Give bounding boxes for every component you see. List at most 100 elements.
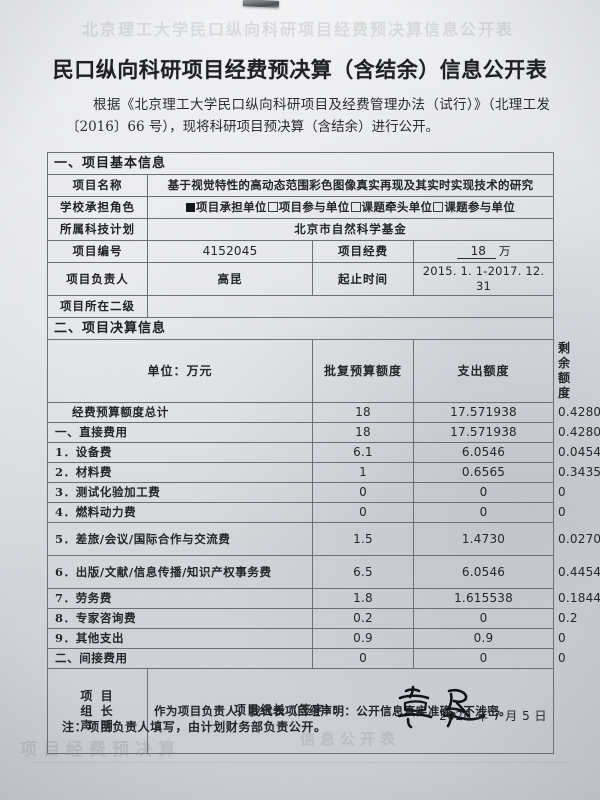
- declaration-label-line-1: 项 目: [80, 688, 115, 703]
- budget-approved-amount: 0.9: [312, 628, 414, 649]
- declaration-label-line-3: 声 明: [80, 718, 115, 733]
- funding-amount: 18: [456, 244, 496, 259]
- label-period: 起止时间: [312, 262, 414, 296]
- table-row-section-two-heading: 二、项目决算信息: [46, 317, 555, 340]
- table-row-budget-item: 二、间接费用 0 0 0: [47, 648, 566, 669]
- value-leader: 高昆: [147, 262, 313, 296]
- budget-approved-amount: 18: [312, 422, 414, 443]
- budget-approved-amount: 18: [312, 402, 414, 423]
- budget-item-label: 3．测试化验加工费: [47, 482, 313, 503]
- label-school-role: 学校承担角色: [47, 196, 148, 219]
- table-row-secondary-unit: 项目所在二级: [47, 295, 555, 318]
- table-row-budget-item: 5．差旅/会议/国际合作与交流费 1.5 1.4730 0.0270: [47, 522, 600, 556]
- table-row-budget-item: 4．燃料动力费 0 0 0: [47, 502, 566, 523]
- table-row-budget-item: 8．专家咨询费 0.2 0 0.2: [47, 608, 578, 629]
- table-row-budget-item: 1．设备费 6.1 6.0546 0.0454: [47, 442, 600, 463]
- table-row-budget-item: 6．出版/文献/信息传播/知识产权事务费 6.5 6.0546 0.4454: [47, 555, 600, 589]
- value-period: 2015. 1. 1-2017. 12. 31: [412, 262, 555, 296]
- value-program: 北京市自然科学基金: [146, 218, 555, 241]
- budget-spent-amount: 0: [412, 608, 555, 629]
- budget-spent-amount: 1.4730: [412, 522, 555, 556]
- label-leader: 项目负责人: [47, 262, 148, 296]
- budget-spent-amount: 0: [412, 482, 555, 503]
- section-one-heading: 一、项目基本信息: [46, 152, 555, 175]
- budget-item-label: 一、直接费用: [47, 422, 313, 443]
- column-header-approved: 批复预算额度: [312, 339, 414, 403]
- budget-item-label: 经费预算额度总计: [47, 402, 313, 423]
- budget-approved-amount: 6.1: [312, 442, 414, 463]
- checkbox-undertaking-unit-checked[interactable]: [185, 203, 195, 212]
- checkbox-topic-lead-unit[interactable]: [350, 202, 361, 212]
- column-header-spent: 支出额度: [412, 339, 555, 403]
- budget-approved-amount: 0: [312, 482, 414, 503]
- footer-note: 注：项目负责人填写，由计划财务部负责公开。: [62, 720, 327, 734]
- declaration-body: 作为项目负责人，我代表项目组声明：公开信息真实准确，不涉密。 项目组长（签字）：: [146, 668, 555, 754]
- table-row-project-no-funding: 项目编号 4152045 项目经费 18 万: [47, 240, 555, 263]
- checkbox-topic-participating-unit[interactable]: [433, 202, 444, 212]
- budget-spent-amount: 1.615538: [412, 588, 555, 609]
- table-row-budget-item: 2．材料费 1 0.6565 0.3435: [47, 462, 600, 483]
- option-label-participating-unit: 项目参与单位: [278, 200, 350, 214]
- label-project-no: 项目编号: [47, 240, 148, 263]
- budget-approved-amount: 1.5: [312, 522, 414, 556]
- table-row-declaration: 项 目 组 长 声 明 作为项目负责人，我代表项目组声明：公开信息真实准确，不涉…: [47, 668, 555, 754]
- option-label-topic-participating-unit: 课题参与单位: [444, 200, 516, 214]
- value-project-no: 4152045: [147, 240, 313, 263]
- budget-spent-amount: 0.9: [412, 628, 555, 649]
- bleed-through-rule: [30, 762, 570, 763]
- funding-unit: 万: [498, 244, 511, 258]
- table-row-program: 所属科技计划 北京市自然科学基金: [47, 218, 555, 241]
- option-label-undertaking-unit: 项目承担单位: [195, 200, 267, 214]
- budget-item-label: 4．燃料动力费: [47, 502, 313, 523]
- budget-spent-amount: 17.571938: [412, 422, 555, 443]
- declaration-label: 项 目 组 长 声 明: [47, 668, 148, 754]
- budget-item-label: 9．其他支出: [47, 628, 313, 649]
- signature-label: 项目组长（签字）：: [234, 703, 346, 717]
- budget-approved-amount: 0: [312, 648, 414, 669]
- signature-row: 项目组长（签字）：: [148, 703, 553, 718]
- section-two-heading: 二、项目决算信息: [46, 317, 555, 340]
- budget-item-label: 2．材料费: [47, 462, 313, 483]
- budget-approved-amount: 1.8: [312, 588, 414, 609]
- budget-item-label: 5．差旅/会议/国际合作与交流费: [47, 522, 313, 556]
- label-project-name: 项目名称: [47, 174, 148, 197]
- table-row-school-role: 学校承担角色 项目承担单位 项目参与单位 课题牵头单位 课题参与单位: [47, 196, 555, 219]
- budget-item-label: 二、间接费用: [47, 648, 313, 669]
- table-row-section-one-heading: 一、项目基本信息: [46, 152, 555, 175]
- checkbox-participating-unit[interactable]: [267, 202, 278, 212]
- budget-spent-amount: 0.6565: [412, 462, 555, 483]
- value-secondary-unit: [146, 295, 555, 318]
- budget-item-label: 1．设备费: [47, 442, 313, 463]
- budget-item-label: 6．出版/文献/信息传播/知识产权事务费: [47, 555, 313, 589]
- value-funding: 18 万: [412, 240, 555, 263]
- page-subtitle: 根据《北京理工大学民口纵向科研项目及经费管理办法（试行）》（北理工发〔2016〕…: [66, 97, 550, 135]
- table-row-column-headers: 单位：万元 批复预算额度 支出额度 剩余额度: [47, 339, 571, 403]
- column-header-unit: 单位：万元: [47, 339, 313, 403]
- disclosure-table: 一、项目基本信息 项目名称 基于视觉特性的高动态范围彩色图像真实再现及其实时实现…: [46, 152, 600, 754]
- table-row-leader-period: 项目负责人 高昆 起止时间 2015. 1. 1-2017. 12. 31: [47, 262, 555, 296]
- table-row-project-name: 项目名称 基于视觉特性的高动态范围彩色图像真实再现及其实时实现技术的研究: [47, 174, 555, 197]
- page-title: 民口纵向科研项目经费预决算（含结余）信息公开表: [52, 58, 548, 82]
- option-label-topic-lead-unit: 课题牵头单位: [361, 200, 433, 214]
- budget-spent-amount: 6.0546: [412, 442, 555, 463]
- budget-approved-amount: 0: [312, 502, 414, 523]
- table-row-budget-item: 3．测试化验加工费 0 0 0: [47, 482, 566, 503]
- label-secondary-unit: 项目所在二级: [47, 295, 148, 318]
- label-program: 所属科技计划: [47, 218, 148, 241]
- budget-item-label: 8．专家咨询费: [47, 608, 313, 629]
- budget-spent-amount: 0: [412, 502, 555, 523]
- budget-spent-amount: 17.571938: [412, 402, 555, 423]
- table-row-budget-item: 9．其他支出 0.9 0.9 0: [47, 628, 566, 649]
- budget-spent-amount: 6.0546: [412, 555, 555, 589]
- budget-spent-amount: 0: [412, 648, 555, 669]
- label-funding: 项目经费: [312, 240, 414, 263]
- value-school-role: 项目承担单位 项目参与单位 课题牵头单位 课题参与单位: [146, 196, 555, 219]
- value-project-name: 基于视觉特性的高动态范围彩色图像真实再现及其实时实现技术的研究: [146, 174, 555, 197]
- budget-approved-amount: 6.5: [312, 555, 414, 589]
- budget-item-label: 7．劳务费: [47, 588, 313, 609]
- signature-date: 2020 年 7 月 5 日: [439, 709, 548, 723]
